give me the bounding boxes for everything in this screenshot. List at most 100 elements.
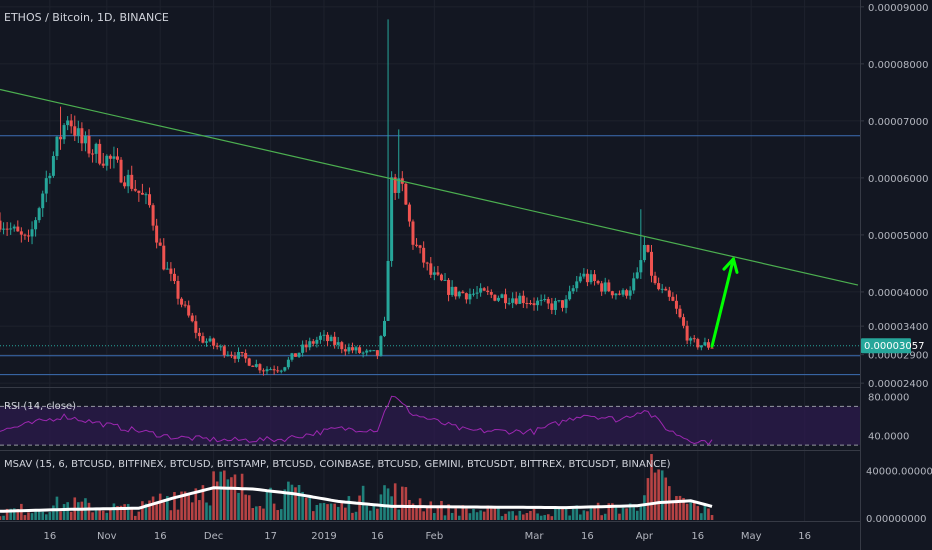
volume-bar [48, 512, 52, 520]
volume-bar [614, 506, 618, 520]
time-axis-label: 16 [154, 531, 167, 542]
volume-bar [272, 503, 276, 520]
volume-bar [557, 508, 561, 520]
volume-bar [664, 477, 668, 520]
candle-body [237, 351, 241, 359]
volume-bar [262, 508, 265, 520]
volume-bar [415, 507, 418, 520]
candle-body [375, 350, 379, 356]
volume-bar [504, 513, 507, 520]
volume-bar [354, 511, 358, 520]
volume-bar [532, 508, 536, 520]
candle-body [180, 298, 184, 305]
volume-bar [294, 487, 297, 520]
volume-bar [344, 507, 347, 520]
volume-bar [23, 515, 27, 520]
volume-bar [116, 505, 119, 520]
volume-bar [675, 496, 678, 520]
volume-bar [279, 509, 283, 520]
price-axis-label: 0.00002400 [868, 379, 928, 390]
candle-body [553, 300, 557, 310]
time-axis-label: Apr [636, 531, 654, 542]
volume-bar [130, 508, 134, 520]
candle-body [140, 192, 144, 195]
volume-bar [226, 479, 230, 520]
volume-bar [586, 511, 589, 520]
volume-bar [69, 511, 73, 520]
volume-bar [141, 501, 144, 520]
volume-bar [678, 495, 682, 520]
volume-bar [579, 514, 582, 520]
volume-bar [376, 508, 379, 520]
volume-bar [600, 515, 603, 520]
time-axis-label: 16 [691, 531, 704, 542]
volume-bar [162, 502, 166, 520]
volume-bar [404, 487, 408, 520]
candle-body [546, 299, 550, 304]
volume-bar [650, 454, 653, 520]
arrow-annotation[interactable] [710, 257, 739, 348]
time-axis-label: Mar [525, 531, 545, 542]
candle-body [489, 292, 493, 295]
volume-bar [105, 512, 109, 520]
volume-bar [707, 508, 710, 520]
candle-body [561, 300, 565, 308]
candle-body [23, 234, 27, 236]
volume-bar [283, 489, 287, 520]
volume-bar [685, 503, 689, 520]
candle-body [582, 273, 586, 277]
volume-bar [0, 516, 2, 520]
price-axis-labels[interactable]: 0.00009000 0.00008000 0.00007000 0.00006000… [860, 3, 932, 525]
time-axis-label: Dec [204, 531, 223, 542]
candle-body [411, 221, 415, 245]
volume-bar [618, 513, 621, 520]
volume-bar [543, 515, 547, 520]
candle-body [550, 303, 554, 310]
candle-body [222, 346, 226, 356]
volume-bar [593, 506, 596, 520]
candle-body [286, 359, 290, 368]
candle-body [464, 293, 468, 300]
candle-body [0, 220, 2, 230]
volume-bar [436, 505, 440, 520]
price-axis-label: 0.00008000 [868, 60, 928, 71]
candle-body [639, 260, 643, 273]
candle-body [706, 342, 710, 348]
candle-body [379, 336, 383, 356]
volume-bar [212, 471, 215, 520]
volume-bar [465, 508, 468, 520]
volume-bar [411, 503, 415, 520]
candle-body [368, 350, 372, 352]
candle-body [9, 228, 13, 230]
volume-bar [322, 502, 326, 520]
volume-bar [126, 503, 130, 520]
candle-body [511, 298, 515, 303]
volume-bars [0, 454, 714, 520]
candle-body [190, 315, 194, 322]
candle-body [632, 278, 636, 291]
volume-bar [660, 470, 664, 520]
trendline[interactable] [0, 88, 859, 286]
volume-bar [308, 497, 312, 520]
candle-body [358, 347, 362, 353]
volume-bar [258, 505, 262, 520]
volume-bar [187, 494, 190, 520]
candle-body [119, 159, 123, 183]
candle-body [276, 370, 280, 372]
candle-body [315, 339, 319, 344]
volume-bar [692, 502, 696, 520]
volume-bar [251, 508, 255, 520]
candle-body [247, 358, 251, 366]
volume-bar [689, 502, 692, 520]
price-axis-label: 0.00005000 [868, 231, 928, 242]
candle-body [642, 244, 646, 261]
volume-bar [653, 472, 657, 520]
candle-body [650, 251, 654, 276]
time-axis-labels[interactable]: 16 Nov 16 Dec 17 2019 16 Feb Mar 16 Apr 16 May 16 [43, 531, 810, 542]
candle-body [5, 228, 9, 230]
volume-bar [87, 502, 91, 520]
volume-bar [158, 493, 162, 520]
volume-bar [433, 513, 436, 520]
volume-bar [27, 512, 30, 520]
